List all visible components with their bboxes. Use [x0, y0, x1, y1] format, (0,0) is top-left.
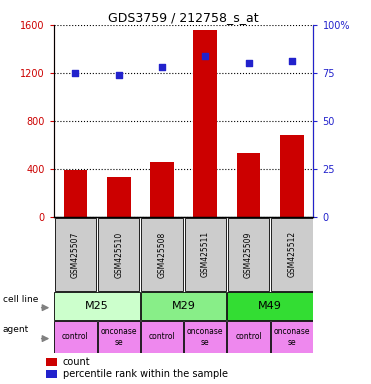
Text: GSM425507: GSM425507 [71, 231, 80, 278]
Point [246, 60, 252, 66]
Text: percentile rank within the sample: percentile rank within the sample [63, 369, 228, 379]
Text: agent: agent [3, 325, 29, 334]
Text: onconase
se: onconase se [187, 327, 224, 347]
Text: onconase
se: onconase se [273, 327, 310, 347]
Title: GDS3759 / 212758_s_at: GDS3759 / 212758_s_at [108, 11, 259, 24]
Bar [184, 218, 226, 291]
Bar [237, 153, 260, 217]
Bar [46, 358, 58, 366]
Point [202, 53, 208, 59]
Text: M25: M25 [85, 301, 109, 311]
Point [72, 70, 78, 76]
Bar [271, 218, 313, 291]
Bar [193, 30, 217, 217]
Point [116, 72, 122, 78]
Bar [141, 293, 226, 320]
Text: control: control [62, 333, 89, 341]
Text: GSM425510: GSM425510 [114, 231, 123, 278]
Text: GSM425509: GSM425509 [244, 231, 253, 278]
Bar [271, 321, 313, 353]
Bar [55, 218, 96, 291]
Bar [107, 177, 131, 217]
Bar [228, 218, 269, 291]
Bar [227, 293, 313, 320]
Text: control: control [235, 333, 262, 341]
Bar [184, 321, 226, 353]
Point [159, 64, 165, 70]
Bar [98, 218, 139, 291]
Text: M29: M29 [172, 301, 196, 311]
Text: GSM425508: GSM425508 [158, 231, 167, 278]
Text: count: count [63, 357, 91, 367]
Bar [141, 218, 183, 291]
Text: onconase
se: onconase se [101, 327, 137, 347]
Bar [46, 370, 58, 378]
Bar [280, 136, 304, 217]
Bar [150, 162, 174, 217]
Text: cell line: cell line [3, 295, 38, 305]
Text: M49: M49 [258, 301, 282, 311]
Text: GSM425512: GSM425512 [288, 231, 296, 278]
Text: control: control [149, 333, 175, 341]
Bar [63, 170, 87, 217]
Bar [54, 321, 96, 353]
Point [289, 58, 295, 65]
Bar [141, 321, 183, 353]
Bar [98, 321, 140, 353]
Text: GSM425511: GSM425511 [201, 231, 210, 278]
Bar [227, 321, 270, 353]
Bar [54, 293, 140, 320]
